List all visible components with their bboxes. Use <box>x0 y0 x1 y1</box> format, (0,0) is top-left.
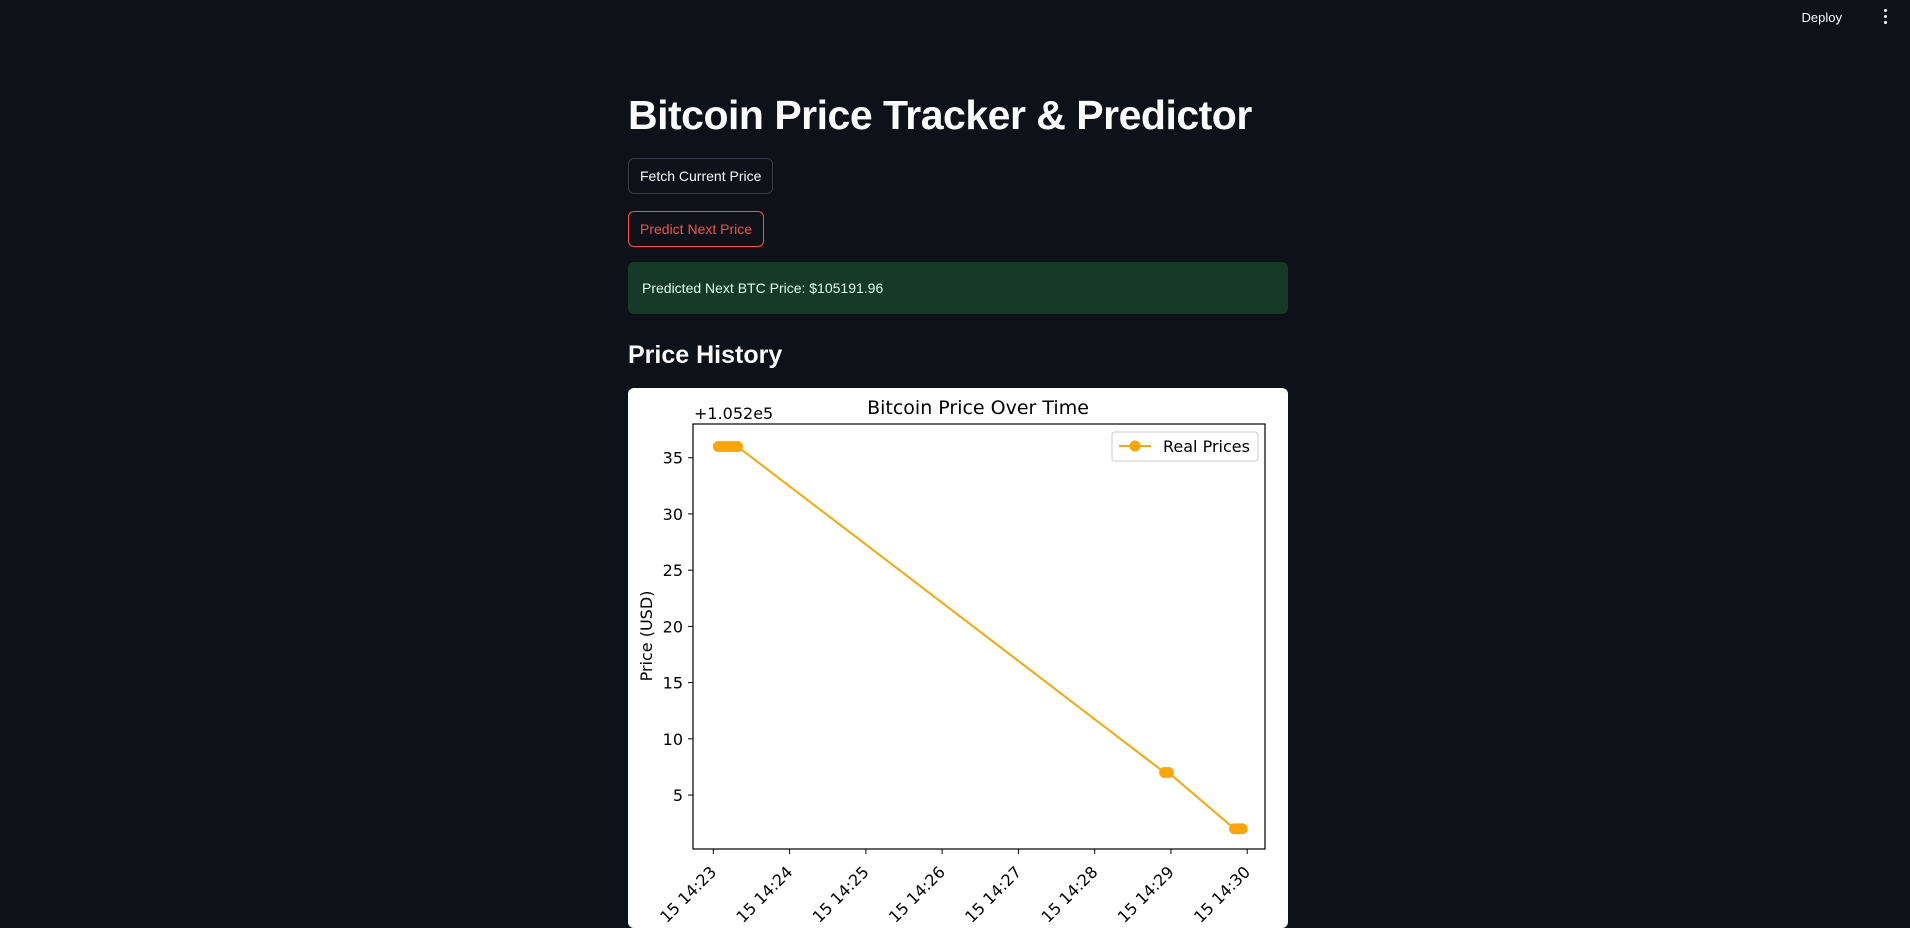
fetch-current-price-button[interactable]: Fetch Current Price <box>628 158 774 194</box>
plot-area-frame <box>692 423 1266 850</box>
section-title: Price History <box>628 341 783 369</box>
x-tick-label: 15 14:28 <box>1037 862 1101 926</box>
chart-offset-label: +1.052e5 <box>694 404 773 423</box>
x-tick-label: 15 14:24 <box>732 862 796 926</box>
prediction-success-alert: Predicted Next BTC Price: $105191.96 <box>628 262 1288 314</box>
x-tick-label: 15 14:30 <box>1190 862 1254 926</box>
data-point <box>731 440 743 452</box>
chart-title: Bitcoin Price Over Time <box>867 397 1089 419</box>
y-axis-label: Price (USD) <box>637 591 656 682</box>
legend-marker <box>1129 440 1141 452</box>
data-point <box>1162 767 1174 779</box>
y-tick-label: 5 <box>673 786 683 805</box>
legend-series-label: Real Prices <box>1163 437 1250 456</box>
deploy-button[interactable]: Deploy <box>1796 9 1848 26</box>
legend-frame <box>1111 431 1259 462</box>
x-tick-label: 15 14:29 <box>1114 862 1178 926</box>
price-chart: Bitcoin Price Over Time +1.052e5 Price (… <box>628 388 1288 928</box>
y-tick-label: 30 <box>663 505 683 524</box>
y-tick-label: 10 <box>663 730 683 749</box>
y-tick-label: 35 <box>663 449 683 468</box>
page-title: Bitcoin Price Tracker & Predictor <box>628 92 1252 138</box>
x-tick-label: 15 14:23 <box>656 862 720 926</box>
prediction-message: Predicted Next BTC Price: $105191.96 <box>642 280 884 296</box>
chart-legend: Real Prices <box>1111 431 1259 462</box>
x-tick-label: 15 14:25 <box>809 862 873 926</box>
x-tick-label: 15 14:27 <box>961 862 1025 926</box>
x-tick-label: 15 14:26 <box>885 862 949 926</box>
price-chart-svg: Bitcoin Price Over Time +1.052e5 Price (… <box>637 397 1266 926</box>
y-tick-label: 25 <box>663 561 683 580</box>
y-tick-label: 15 <box>663 674 683 693</box>
predict-next-price-button[interactable]: Predict Next Price <box>628 211 765 247</box>
y-tick-label: 20 <box>663 617 683 636</box>
top-toolbar: Deploy <box>0 0 1910 36</box>
data-point <box>1236 823 1248 835</box>
more-options-icon[interactable] <box>1882 9 1888 25</box>
